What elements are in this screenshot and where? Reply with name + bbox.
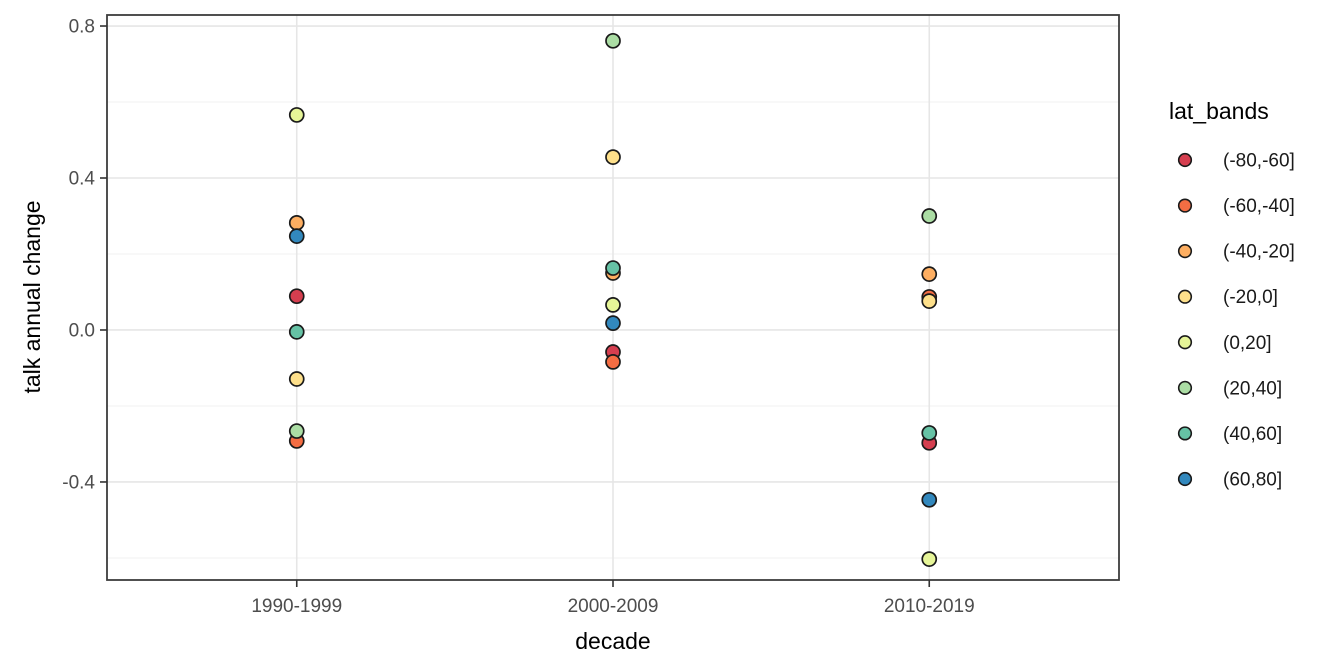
legend-swatch (1177, 471, 1193, 487)
data-point (288, 324, 305, 340)
legend-label: (-40,-20] (1223, 242, 1295, 263)
data-point (921, 491, 938, 508)
x-tick-label: 1990-1999 (251, 596, 342, 617)
legend-label: (40,60] (1223, 424, 1282, 445)
legend-swatch (1177, 335, 1193, 350)
x-axis-title: decade (575, 628, 650, 654)
data-point (605, 354, 621, 370)
legend-label: (20,40] (1223, 378, 1282, 399)
data-point (921, 293, 938, 309)
data-point (288, 107, 305, 123)
data-point (921, 425, 938, 441)
legend-label: (0,20] (1223, 333, 1272, 354)
legend-swatch (1177, 289, 1193, 304)
data-point (921, 551, 938, 567)
legend-swatch (1177, 380, 1193, 395)
y-tick-label: -0.4 (62, 472, 95, 493)
data-point (288, 288, 305, 305)
y-tick-label: 0.4 (69, 169, 96, 190)
x-tick-label: 2000-2009 (568, 596, 659, 617)
data-point (921, 208, 938, 224)
legend-label: (-80,-60] (1223, 151, 1295, 172)
legend-swatch (1177, 244, 1193, 259)
legend-label: (60,80] (1223, 469, 1282, 490)
data-point (605, 297, 621, 313)
data-point (921, 266, 938, 282)
data-point (288, 228, 305, 244)
legend-swatch (1177, 198, 1193, 213)
y-tick-label: 0.0 (69, 320, 95, 341)
y-tick-label: 0.8 (69, 17, 95, 38)
legend-label: (-60,-40] (1223, 196, 1295, 217)
data-point (605, 149, 621, 165)
legend-swatch (1177, 426, 1193, 441)
legend-swatch (1177, 152, 1193, 168)
y-axis-title: talk annual change (19, 200, 45, 393)
data-point (605, 32, 621, 49)
data-point (288, 423, 305, 439)
x-tick-label: 2010-2019 (884, 596, 975, 617)
legend-title: lat_bands (1169, 98, 1269, 124)
plot-generated-layer: 0.8 0.4 0.0 -0.4 1990-1999 2000-2009 2010-2019… (62, 14, 1295, 617)
legend-label: (-20,0] (1223, 287, 1278, 308)
data-point (605, 260, 621, 276)
data-point (605, 315, 621, 331)
data-point (288, 214, 305, 231)
data-point (288, 371, 305, 387)
